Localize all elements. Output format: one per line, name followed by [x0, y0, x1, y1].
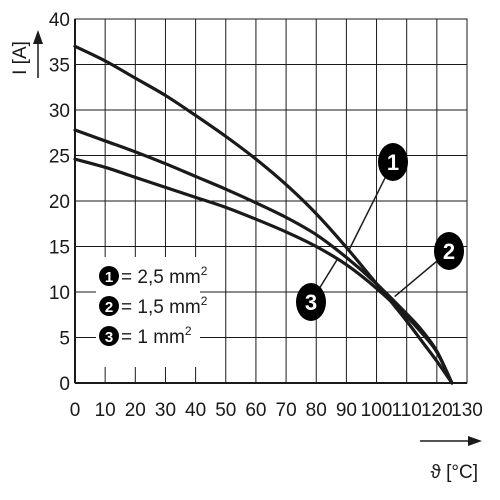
- y-tick-label: 25: [49, 147, 70, 168]
- legend-label-1: = 2,5 mm2: [121, 264, 208, 288]
- x-axis-arrow-head: [468, 436, 482, 446]
- x-tick-label: 50: [215, 400, 236, 421]
- x-tick-label: 10: [95, 400, 116, 421]
- y-axis-label: I [A]: [10, 41, 31, 75]
- x-axis-title: ϑ [°C]: [420, 436, 482, 483]
- legend-marker-number: 3: [105, 329, 113, 346]
- legend-marker-3: [99, 326, 119, 346]
- callout-number-2: 2: [443, 239, 455, 264]
- y-tick-label: 20: [49, 192, 70, 213]
- callout-badge-2: [434, 232, 464, 270]
- x-tick-label: 20: [125, 400, 146, 421]
- callout-number-1: 1: [387, 150, 399, 175]
- legend-marker-number: 2: [105, 299, 113, 316]
- curve-callouts: 1 2 3: [296, 143, 464, 321]
- callout-badge-3: [296, 283, 326, 321]
- x-tick-label: 70: [276, 400, 297, 421]
- y-tick-label: 10: [49, 283, 70, 304]
- axes: [74, 18, 468, 384]
- y-tick-label: 15: [49, 238, 70, 259]
- legend-marker-number: 1: [105, 269, 113, 286]
- x-tick-label: 40: [185, 400, 206, 421]
- legend-superscript: 2: [185, 324, 192, 338]
- y-tick-label: 0: [59, 374, 70, 395]
- x-tick-label: 130: [451, 400, 483, 421]
- grid: [75, 19, 467, 383]
- y-tick-label: 30: [49, 101, 70, 122]
- curve-series-1: [73, 44, 454, 385]
- curves: [73, 44, 454, 385]
- legend-marker-2: [99, 296, 119, 316]
- y-axis-title: I [A]: [10, 30, 43, 78]
- legend-label-2: = 1,5 mm2: [121, 294, 208, 318]
- callout-badge-1: [378, 143, 408, 181]
- curve-series-3: [73, 157, 454, 385]
- tick-labels: 0 10 20 30 40 50 60 70 80 90 100 110 120130051015202…: [49, 10, 483, 421]
- legend-marker-1: [99, 266, 119, 286]
- legend-superscript: 2: [201, 294, 208, 308]
- y-axis-arrow-head: [33, 30, 43, 44]
- legend-superscript: 2: [201, 264, 208, 278]
- x-tick-label: 30: [155, 400, 176, 421]
- x-tick-label: 110: [392, 400, 422, 421]
- curve-series-2: [73, 128, 454, 385]
- y-tick-label: 40: [49, 10, 70, 31]
- x-tick-label: 100: [361, 400, 393, 421]
- callout-number-3: 3: [305, 290, 317, 315]
- x-tick-label: 60: [245, 400, 266, 421]
- x-tick-label: 80: [306, 400, 327, 421]
- x-axis-label: ϑ [°C]: [430, 462, 478, 483]
- y-tick-label: 5: [59, 329, 70, 350]
- x-tick-label: 0: [70, 400, 81, 421]
- x-tick-label: 120: [421, 400, 453, 421]
- y-tick-label: 35: [49, 56, 70, 77]
- legend-label-3: = 1 mm2: [121, 324, 192, 348]
- x-tick-label: 90: [336, 400, 357, 421]
